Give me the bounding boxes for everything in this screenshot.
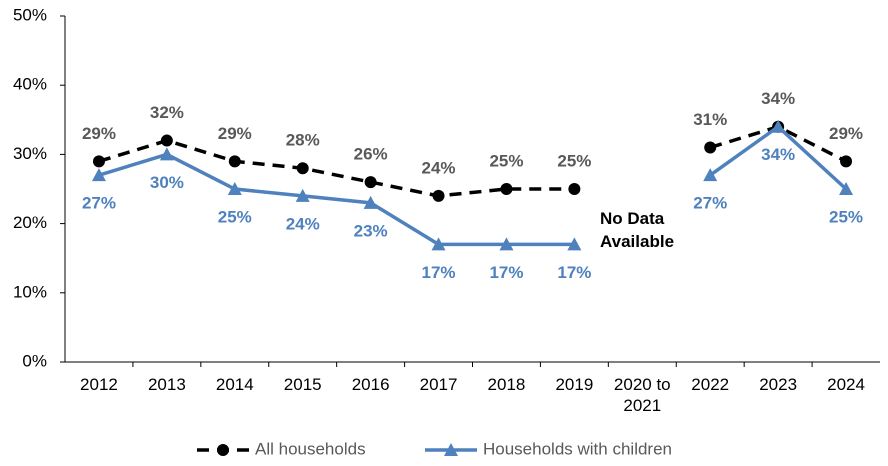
x-tick-label: 2020 to 2021 (613, 375, 671, 415)
series-line (98, 124, 848, 247)
marker (431, 237, 446, 251)
marker (568, 183, 581, 195)
x-tick-label: 2015 (283, 375, 322, 394)
marker (364, 176, 377, 189)
y-tick-label: 30% (13, 144, 47, 163)
data-label: 26% (354, 145, 388, 164)
x-tick-label: 2016 (351, 375, 390, 394)
x-tick-label: 2018 (487, 375, 526, 394)
data-label: 32% (150, 103, 184, 122)
marker (295, 188, 310, 202)
y-tick-label: 20% (13, 213, 47, 232)
data-label: 25% (557, 151, 591, 170)
x-tick-label: 2013 (147, 375, 186, 394)
data-label: 29% (218, 124, 252, 143)
marker (92, 155, 105, 168)
series-line (98, 124, 847, 198)
data-label: 28% (286, 131, 320, 150)
data-label: 30% (150, 173, 184, 192)
data-label: 23% (354, 221, 388, 240)
data-label: 24% (286, 214, 320, 233)
y-tick-label: 0% (22, 351, 47, 370)
marker (296, 162, 309, 175)
marker (567, 237, 582, 251)
x-tick-label: 2014 (215, 375, 254, 394)
marker (227, 182, 242, 195)
data-label: 34% (761, 145, 795, 164)
marker (363, 195, 378, 209)
marker (840, 155, 853, 168)
marker (217, 444, 229, 456)
marker (432, 189, 445, 202)
marker (499, 237, 514, 251)
data-label: 25% (829, 207, 863, 226)
y-tick-label: 40% (13, 75, 47, 94)
data-label: 29% (82, 124, 116, 143)
marker (500, 183, 513, 195)
x-tick-label: 2023 (759, 375, 798, 394)
x-tick-label: 2012 (80, 375, 118, 394)
marker (444, 443, 458, 456)
x-tick-label: 2019 (555, 375, 594, 394)
data-label: 25% (218, 207, 252, 226)
annotation: No Data Available (600, 209, 675, 251)
data-label: 17% (489, 263, 523, 282)
data-label: 27% (82, 194, 116, 213)
y-tick-label: 50% (13, 5, 47, 24)
marker (771, 119, 786, 133)
y-tick-label: 10% (13, 282, 47, 301)
data-label: 17% (557, 263, 591, 282)
marker (839, 182, 854, 195)
x-tick-label: 2017 (419, 375, 458, 394)
marker (704, 141, 717, 154)
data-label: 25% (489, 151, 523, 170)
marker (228, 155, 241, 168)
data-label: 31% (693, 110, 727, 129)
x-tick-label: 2024 (827, 375, 865, 394)
x-tick-label: 2022 (691, 375, 730, 394)
data-label: 27% (693, 194, 727, 213)
legend-label: All households (255, 439, 366, 458)
legend-label: Households with children (483, 439, 672, 458)
data-label: 29% (829, 124, 863, 143)
marker (91, 168, 106, 182)
data-label: 17% (422, 263, 456, 282)
data-label: 34% (761, 89, 795, 108)
marker (159, 147, 174, 161)
data-label: 24% (422, 158, 456, 177)
marker (160, 134, 173, 147)
marker (703, 168, 718, 182)
